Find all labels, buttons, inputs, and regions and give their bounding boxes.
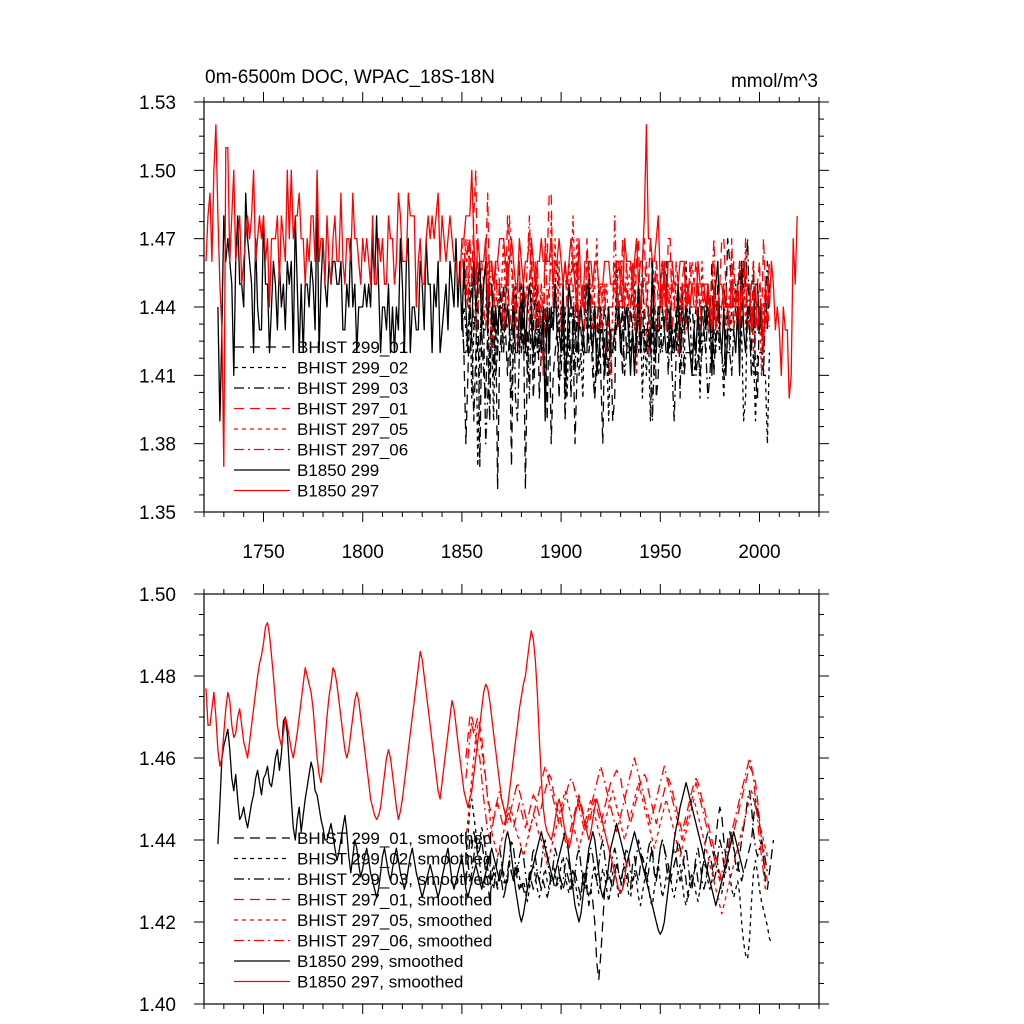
axis-ticks — [194, 92, 829, 522]
legend-label: BHIST 297_05, smoothed — [297, 911, 492, 930]
x-tick-label: 1750 — [242, 542, 284, 563]
legend-label: BHIST 299_01 — [297, 338, 408, 357]
units-label: mmol/m^3 — [731, 71, 818, 92]
y-tick-label: 1.41 — [139, 366, 176, 387]
series-line-b1850-297 — [205, 124, 798, 468]
series-line-bhist-297-05 — [461, 215, 771, 376]
y-tick-label: 1.48 — [139, 667, 176, 688]
x-tick-label: 1850 — [441, 542, 483, 563]
x-tick-label: 2000 — [738, 542, 780, 563]
chart-title: 0m-6500m DOC, WPAC_18S-18N — [205, 67, 495, 88]
legend-label: BHIST 299_03, smoothed — [297, 870, 492, 889]
legend-label: B1850 297 — [297, 482, 379, 501]
series-lines — [205, 124, 798, 490]
series-line-bhist-299-01-smoothed — [465, 798, 775, 981]
legend: BHIST 299_01, smoothed BHIST 299_02, smoo… — [234, 829, 492, 992]
axis-ticks — [194, 584, 829, 1014]
y-tick-label: 1.38 — [139, 435, 176, 456]
y-tick-label: 1.47 — [139, 230, 176, 251]
legend-label: B1850 297, smoothed — [297, 973, 463, 992]
plot-area-top: 1.35 1.38 1.41 1.44 1.47 1.50 1.53 1750 1800 1850… — [139, 92, 829, 563]
y-tick-label: 1.46 — [139, 749, 176, 770]
legend-label: B1850 299, smoothed — [297, 952, 463, 971]
y-tick-label: 1.42 — [139, 913, 176, 934]
legend-label: BHIST 299_03 — [297, 379, 408, 398]
legend-label: BHIST 297_06 — [297, 441, 408, 460]
panel-top: 0m-6500m DOC, WPAC_18S-18N mmol/m^3 1.35… — [139, 67, 829, 563]
series-line-bhist-299-02 — [461, 260, 771, 468]
y-tick-label: 1.44 — [139, 831, 176, 852]
legend-label: BHIST 297_05 — [297, 420, 408, 439]
y-tick-label: 1.40 — [139, 995, 176, 1016]
series-line-bhist-297-05-smoothed — [465, 724, 769, 915]
y-tick-label: 1.35 — [139, 503, 176, 524]
series-lines — [205, 622, 775, 981]
x-tick-label: 1800 — [342, 542, 384, 563]
series-line-bhist-297-01-smoothed — [465, 716, 769, 882]
legend-label: BHIST 297_01 — [297, 400, 408, 419]
legend-label: BHIST 299_01, smoothed — [297, 829, 492, 848]
legend-label: BHIST 299_02, smoothed — [297, 850, 492, 869]
series-line-b1850-299-smoothed — [217, 716, 745, 935]
y-tick-label: 1.53 — [139, 93, 176, 114]
y-tick-label: 1.50 — [139, 585, 176, 606]
legend-label: BHIST 299_02 — [297, 359, 408, 378]
series-line-bhist-297-06-smoothed — [465, 716, 767, 890]
plot-area-bottom: 1.40 1.42 1.44 1.46 1.48 1.50 BHIST 299_01, sm… — [139, 584, 829, 1016]
series-line-b1850-297-smoothed — [205, 622, 628, 894]
series-line-b1850-299 — [217, 192, 765, 422]
y-tick-label: 1.44 — [139, 298, 176, 319]
x-tick-label: 1900 — [540, 542, 582, 563]
y-tick-label: 1.50 — [139, 161, 176, 182]
x-tick-label: 1950 — [639, 542, 681, 563]
series-line-bhist-299-03 — [461, 238, 771, 445]
legend-label: BHIST 297_06, smoothed — [297, 932, 492, 951]
panel-bottom: 1.40 1.42 1.44 1.46 1.48 1.50 BHIST 299_01, sm… — [139, 584, 829, 1016]
legend-label: BHIST 297_01, smoothed — [297, 891, 492, 910]
legend-label: B1850 299 — [297, 461, 379, 480]
